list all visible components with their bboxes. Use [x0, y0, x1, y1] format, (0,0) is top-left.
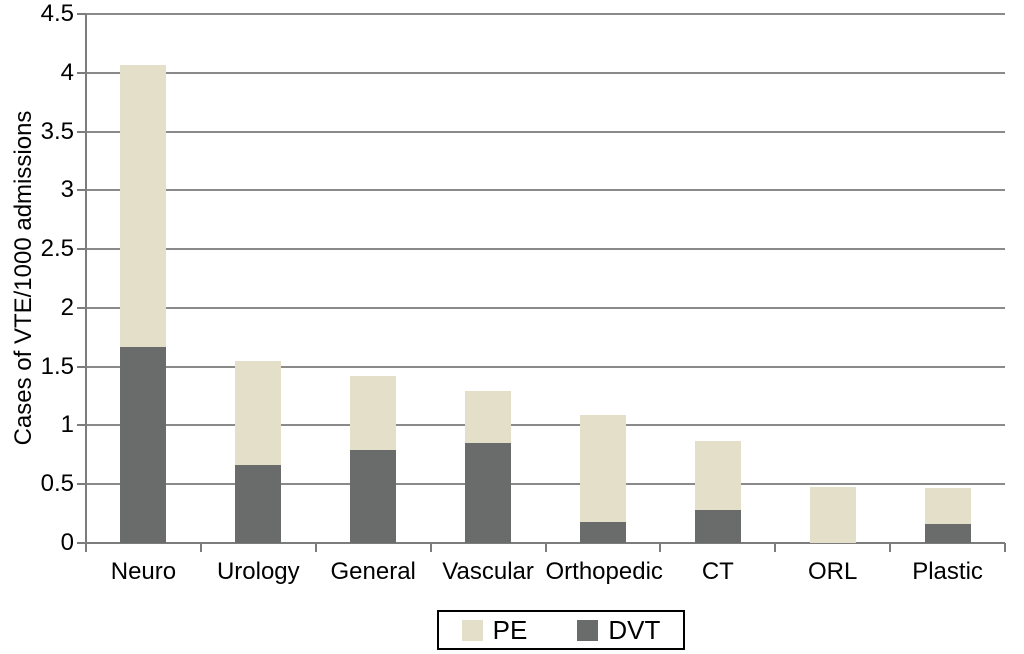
gridline	[86, 424, 1005, 427]
y-tick-label: 4.5	[40, 0, 74, 27]
x-tick-mark	[1004, 543, 1006, 552]
x-category-label: General	[330, 558, 416, 585]
x-category-label: Urology	[216, 558, 300, 585]
bar-segment-dvt	[120, 346, 167, 543]
gridline	[86, 248, 1005, 251]
gridline	[86, 71, 1005, 74]
y-tick-label: 1.5	[40, 352, 74, 380]
y-tick-mark	[77, 306, 86, 309]
gridline	[86, 189, 1005, 192]
y-tick-label: 2.5	[40, 235, 74, 263]
y-tick-mark	[77, 248, 86, 251]
x-tick-mark	[889, 543, 892, 552]
y-tick-mark	[77, 483, 86, 486]
y-tick-mark	[77, 424, 86, 427]
y-tick-label: 0	[60, 529, 74, 556]
legend-label-pe: PE	[492, 614, 528, 645]
bar-segment-pe	[235, 360, 282, 466]
legend-swatch-dvt	[577, 619, 599, 641]
y-tick-label: 3	[60, 176, 74, 204]
gridline	[86, 130, 1005, 133]
legend-swatch-pe	[461, 619, 483, 641]
bar-segment-pe	[120, 64, 167, 347]
y-tick-label: 1	[60, 411, 74, 439]
y-tick-label: 4	[60, 58, 74, 86]
y-axis-line	[85, 14, 87, 552]
x-tick-mark	[774, 543, 777, 552]
x-category-label: Vascular	[442, 558, 534, 585]
bar-segment-dvt	[235, 465, 282, 543]
bar-segment-pe	[694, 440, 741, 511]
y-tick-mark	[77, 13, 86, 15]
bar-segment-dvt	[924, 524, 971, 543]
legend-label-dvt: DVT	[608, 614, 661, 645]
bar-segment-dvt	[350, 450, 397, 543]
gridline	[86, 365, 1005, 368]
bar-segment-pe	[924, 487, 971, 525]
x-category-label: ORL	[808, 558, 858, 585]
x-tick-mark	[544, 543, 547, 552]
y-tick-mark	[77, 542, 86, 544]
y-tick-label: 0.5	[40, 470, 74, 498]
bar-segment-pe	[809, 486, 856, 543]
y-tick-label: 3.5	[40, 117, 74, 145]
x-category-label: Orthopedic	[545, 558, 663, 585]
x-category-label: CT	[701, 558, 734, 585]
legend-item-dvt: DVT	[577, 615, 660, 646]
bar-segment-dvt	[465, 443, 512, 543]
bar-segment-pe	[350, 376, 397, 451]
gridline	[86, 13, 1005, 15]
bar-segment-pe	[465, 391, 512, 444]
y-tick-mark	[77, 365, 86, 368]
bar-segment-dvt	[694, 510, 741, 543]
x-category-label: Neuro	[110, 558, 177, 585]
x-tick-mark	[314, 543, 317, 552]
legend: PE DVT	[437, 610, 685, 650]
x-tick-mark	[85, 543, 87, 552]
x-tick-mark	[199, 543, 202, 552]
gridline	[86, 306, 1005, 309]
bar-segment-pe	[579, 414, 626, 522]
y-axis-title: Cases of VTE/1000 admissions	[10, 110, 37, 446]
y-tick-label: 2	[60, 293, 74, 321]
x-tick-mark	[659, 543, 662, 552]
bar-segment-dvt	[579, 521, 626, 543]
y-tick-mark	[77, 130, 86, 133]
legend-item-pe: PE	[461, 614, 528, 646]
y-tick-mark	[77, 71, 86, 74]
y-tick-mark	[77, 189, 86, 192]
x-tick-mark	[429, 543, 432, 552]
x-category-label: Plastic	[912, 558, 983, 585]
gridline	[86, 483, 1005, 486]
